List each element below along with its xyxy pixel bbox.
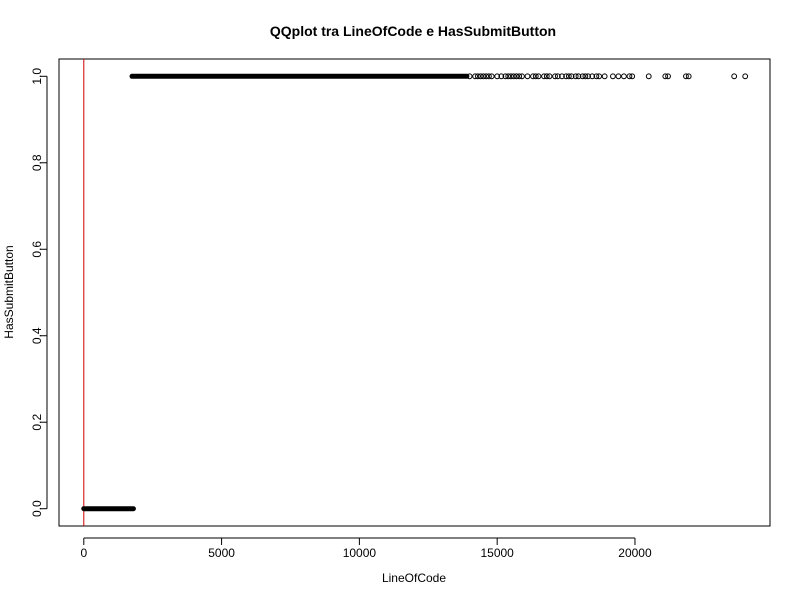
y-axis-label: HasSubmitButton — [2, 245, 16, 338]
data-point — [486, 73, 492, 80]
data-point — [575, 73, 582, 80]
data-point — [626, 73, 633, 80]
data-point — [466, 73, 473, 80]
data-point — [530, 73, 536, 80]
data-point — [535, 73, 542, 80]
data-point — [488, 73, 495, 80]
data-point — [565, 73, 572, 80]
data-point — [568, 73, 575, 80]
y-tick-label: 1.0 — [30, 68, 44, 85]
y-tick-label: 0.0 — [30, 500, 44, 517]
x-axis-label: LineOfCode — [382, 571, 446, 585]
data-point — [645, 73, 652, 80]
data-point — [589, 73, 596, 80]
data-point — [662, 73, 669, 80]
data-point — [543, 73, 550, 80]
data-point — [610, 73, 616, 80]
data-point — [474, 73, 481, 80]
data-point — [731, 73, 738, 80]
data-point — [683, 73, 689, 80]
data-point — [480, 73, 487, 80]
data-point — [483, 73, 490, 80]
data-point — [554, 73, 561, 80]
data-point — [513, 73, 520, 80]
data-point — [516, 73, 523, 80]
data-point — [505, 73, 512, 80]
x-tick-label: 5000 — [208, 546, 235, 560]
data-point — [621, 73, 627, 80]
y-tick-label: 0.6 — [30, 241, 44, 258]
data-point — [510, 73, 517, 80]
x-tick-label: 15000 — [480, 546, 514, 560]
data-point — [541, 73, 547, 80]
data-point — [685, 73, 692, 80]
chart-title: QQplot tra LineOfCode e HasSubmitButton — [270, 23, 556, 39]
x-tick-label: 20000 — [618, 546, 652, 560]
y-tick-label: 0.4 — [30, 327, 44, 344]
data-point — [508, 73, 514, 80]
data-point — [572, 73, 579, 80]
data-point — [519, 73, 525, 80]
y-axis: 0.0 0.2 0.4 0.6 0.8 1.0 — [30, 68, 48, 517]
data-point — [579, 73, 586, 80]
data-point — [585, 73, 592, 80]
data-point — [596, 73, 603, 80]
x-axis: 0 5000 10000 15000 20000 — [80, 537, 652, 560]
data-point — [742, 73, 749, 80]
data-point — [546, 73, 553, 80]
data-point — [615, 73, 622, 80]
data-point — [494, 73, 501, 80]
data-point — [524, 73, 531, 80]
data-point — [477, 73, 484, 80]
y-tick-label: 0.8 — [30, 154, 44, 171]
data-point — [502, 73, 509, 80]
data-point — [552, 73, 558, 80]
data-point — [472, 73, 479, 80]
plot-area — [81, 59, 749, 526]
plot-frame — [58, 58, 771, 527]
x-tick-label: 10000 — [343, 546, 377, 560]
data-point — [629, 73, 636, 80]
y-tick-label: 0.2 — [30, 414, 44, 431]
data-point — [559, 73, 565, 80]
data-point — [498, 73, 505, 80]
data-point — [563, 73, 569, 80]
data-point — [593, 73, 600, 80]
x-tick-label: 0 — [80, 546, 87, 560]
data-point — [601, 73, 608, 80]
data-point — [582, 73, 589, 80]
data-point — [665, 73, 671, 80]
data-point — [532, 73, 539, 80]
